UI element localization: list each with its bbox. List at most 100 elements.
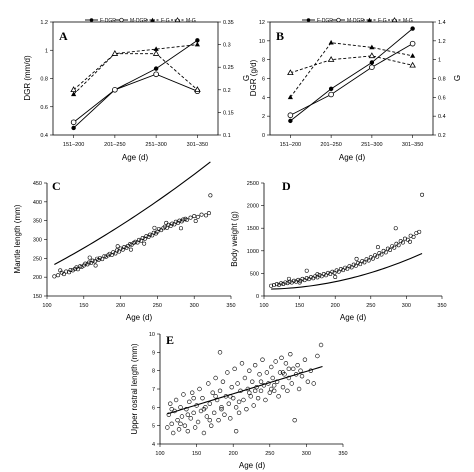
panel-e-scatter-point [228, 416, 233, 421]
panel-e-scatter-point [182, 423, 188, 428]
panel-c-scatter-point [152, 225, 157, 230]
panel-a-point-m-g [70, 86, 77, 92]
panel-e-scatter-point [236, 410, 242, 416]
panel-e-scatter-point [195, 419, 201, 425]
panel-c-scatter-point [100, 257, 105, 262]
panel-e-scatter-point [168, 401, 173, 406]
panel-e-scatter-point [274, 379, 280, 384]
panel-b-point-f-g [369, 44, 375, 50]
panel-d-xtick: 300 [402, 303, 411, 309]
panel-a-xtick: 151–200 [63, 142, 84, 148]
panel-c-scatter-point [86, 260, 91, 265]
panel-a-point-f-dgr [153, 66, 159, 71]
panel-b-ytick: 0 [262, 133, 265, 139]
panel-b-ytick: 6 [262, 77, 265, 83]
panel-c-ylabel: Mantle length (mm) [13, 204, 22, 273]
panel-b-series-m-g [290, 55, 413, 74]
panel-e-scatter-point [187, 399, 192, 405]
panel-b-point-f-dgr [410, 26, 415, 31]
panel-d-scatter-point [345, 266, 350, 271]
panel-e-scatter-point [233, 405, 239, 410]
panel-e-scatter-point [244, 406, 249, 412]
panel-d-scatter-point [300, 276, 305, 281]
panel-d-xtick: 350 [437, 303, 446, 309]
panel-e-scatter-point [213, 394, 218, 399]
panel-e-scatter-point [299, 373, 305, 379]
panel-e-scatter-point [286, 366, 292, 372]
panel-d-scatter-point [368, 255, 373, 260]
panel-b-y2tick: 1.2 [438, 39, 446, 45]
panel-e-scatter-point [247, 368, 252, 373]
panel-c-scatter-point [203, 213, 208, 218]
panel-e-xtick: 150 [192, 451, 201, 457]
legend-b-m-g-marker [391, 17, 398, 23]
panel-e-scatter-point [178, 405, 183, 410]
panel-d-scatter-point [334, 268, 339, 273]
panel-c-scatter-point [140, 235, 145, 240]
panel-d-xlabel: Age (d) [340, 313, 367, 322]
panel-b-point-f-g [287, 94, 293, 100]
panel-b-xtick: 201–250 [320, 142, 341, 148]
panel-a-y2tick: 0.15 [223, 110, 234, 116]
panel-e-scatter-point [251, 403, 256, 408]
panel-a-point-m-dgr [70, 119, 77, 126]
panel-e-scatter-point [197, 386, 202, 392]
legend-b-m-dgr: M-DGR [347, 18, 364, 24]
panel-d-scatter-point [373, 253, 378, 258]
legend-a-f-g-marker [150, 17, 155, 22]
panel-b-point-m-dgr [328, 91, 334, 98]
panel-e-scatter-point [285, 388, 290, 394]
panel-e-scatter-point [229, 384, 234, 390]
panel-c-scatter-point [64, 269, 69, 274]
panel-b-point-m-g [409, 61, 416, 68]
panel-e-scatter-point [192, 425, 198, 430]
panel-b-ytick: 12 [259, 20, 265, 26]
panel-d-scatter-point [286, 276, 291, 281]
panel-e-scatter-point [318, 342, 324, 348]
panel-e-scatter-point [225, 370, 230, 375]
panel-b-point-f-dgr [369, 60, 375, 65]
panel-d-scatter-point [347, 264, 352, 269]
panel-d-scatter-point [354, 256, 359, 261]
panel-c-scatter-point [56, 273, 61, 278]
panel-e-scatter-point [270, 375, 275, 381]
panel-e-scatter-point [295, 362, 300, 368]
panel-e-scatter-point [185, 412, 191, 417]
panel-e-scatter-point [169, 406, 174, 412]
panel-e-scatter-point [204, 414, 210, 419]
panel-d-ytick: 500 [250, 271, 259, 277]
panel-a-series-f-dgr [73, 39, 198, 129]
panel-c-marks [52, 161, 213, 279]
panel-e-scatter-point [269, 386, 274, 392]
panel-d-scatter-point [319, 274, 324, 279]
panel-e-scatter-point [267, 390, 272, 395]
panel-e-scatter-point [219, 406, 224, 412]
panel-c-ytick: 300 [33, 238, 42, 244]
panel-a-y2tick: 0.3 [223, 43, 231, 49]
panel-e-scatter-point [233, 428, 239, 434]
panel-e-scatter-point [201, 430, 207, 436]
panel-c-xtick: 250 [153, 303, 162, 309]
panel-e-scatter-point [190, 390, 195, 395]
panel-e-xtick: 250 [265, 451, 274, 457]
panel-d-scatter-point [306, 277, 311, 282]
panel-e-scatter-point [213, 375, 218, 381]
panel-e-scatter-point [207, 401, 212, 406]
panel-e-scatter-point [263, 397, 268, 403]
panel-a-point-f-g [194, 41, 200, 47]
panel-e-scatter-point [271, 383, 277, 388]
panel-c-scatter-point [87, 255, 92, 260]
panel-b-point-m-dgr [369, 64, 375, 70]
panel-c-scatter-point [58, 268, 63, 273]
panel-a-ylabel: DGR (mm/d) [23, 55, 32, 101]
panel-a-y2label: G [242, 75, 251, 81]
panel-c-scatter-point [107, 251, 112, 256]
panel-e-xlabel: Age (d) [239, 461, 266, 470]
panel-d-scatter-point [311, 276, 316, 281]
panel-c-ytick: 250 [33, 256, 42, 262]
panel-a-y2tick: 0.2 [223, 88, 231, 94]
panel-c-scatter-point [195, 214, 200, 219]
panel-e-ytick: 6 [152, 405, 155, 411]
panel-d-scatter-point [366, 258, 371, 263]
panel-b-marks [287, 26, 416, 124]
